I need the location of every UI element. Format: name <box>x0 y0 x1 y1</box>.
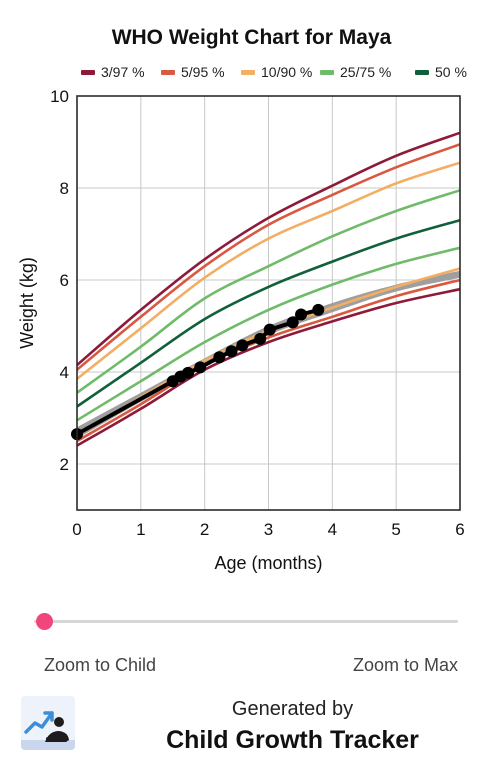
x-tick-label: 6 <box>455 520 464 539</box>
percentile-curve-50-4 <box>76 218 461 408</box>
chart-legend: 3/97 % 5/95 % 10/90 % 25/75 % 50 % <box>0 64 503 84</box>
percentile-curve-3-97-0 <box>76 287 461 447</box>
chart-title: WHO Weight Chart for Maya <box>111 26 392 49</box>
child-measurement-point-12 <box>312 303 325 316</box>
y-tick-label: 4 <box>60 363 69 382</box>
child-measurement-point-4 <box>194 361 207 374</box>
legend-item: 3/97 % <box>81 64 145 80</box>
legend-swatch <box>415 69 429 75</box>
legend-item: 50 % <box>415 64 467 80</box>
x-tick-label: 4 <box>328 520 337 539</box>
child-measurement-point-5 <box>213 351 226 364</box>
growth-chart: 0 1 2 3 4 5 6 2 4 6 8 10 Age (months) Weight (kg) <box>17 87 465 573</box>
y-tick-label: 8 <box>60 179 69 198</box>
percentile-curve-10-90-6 <box>76 161 461 380</box>
legend-label: 25/75 % <box>340 64 392 80</box>
legend-swatch <box>320 69 334 75</box>
baby-growth-chart-icon <box>21 696 75 750</box>
zoom-slider-thumb[interactable] <box>36 613 53 630</box>
legend-swatch <box>241 69 255 75</box>
percentile-curve-25-75-3 <box>76 246 461 422</box>
legend-item: 10/90 % <box>241 64 312 80</box>
zoom-to-child-label: Zoom to Child <box>44 655 157 675</box>
child-measurement-point-3 <box>182 366 195 379</box>
zoom-slider-track[interactable] <box>34 620 458 623</box>
percentile-curve-5-95-7 <box>76 143 461 371</box>
percentile-curve-25-75-5 <box>76 189 461 394</box>
y-axis-title: Weight (kg) <box>17 257 37 349</box>
legend-item: 25/75 % <box>320 64 391 80</box>
child-measurement-point-6 <box>225 345 238 358</box>
legend-label: 50 % <box>435 64 467 80</box>
plot-frame <box>76 95 461 511</box>
legend-label: 3/97 % <box>101 64 145 80</box>
y-tick-label: 10 <box>50 87 69 106</box>
x-tick-label: 0 <box>72 520 81 539</box>
zoom-slider[interactable] <box>34 610 464 634</box>
child-measurement-point-8 <box>254 332 267 345</box>
x-tick-label: 5 <box>391 520 400 539</box>
child-measurement-point-10 <box>286 316 299 329</box>
app-name: Child Growth Tracker <box>166 726 419 754</box>
x-tick-label: 1 <box>136 520 145 539</box>
generated-by-text: Generated by <box>231 698 354 720</box>
legend-label: 5/95 % <box>181 64 225 80</box>
x-axis-title: Age (months) <box>214 553 322 573</box>
legend-item: 5/95 % <box>161 64 225 80</box>
x-tick-label: 3 <box>264 520 273 539</box>
y-tick-label: 2 <box>60 455 69 474</box>
legend-swatch <box>161 69 175 75</box>
child-measurement-point-11 <box>295 308 308 321</box>
x-tick-label: 2 <box>200 520 209 539</box>
child-measurement-point-9 <box>263 323 276 336</box>
legend-label: 10/90 % <box>261 64 313 80</box>
percentile-curve-3-97-8 <box>76 131 461 367</box>
y-tick-label: 6 <box>60 271 69 290</box>
percentile-curve-5-95-1 <box>76 278 461 443</box>
zoom-to-max-label: Zoom to Max <box>352 655 458 675</box>
child-measurement-point-7 <box>236 339 249 352</box>
legend-swatch <box>81 69 95 75</box>
